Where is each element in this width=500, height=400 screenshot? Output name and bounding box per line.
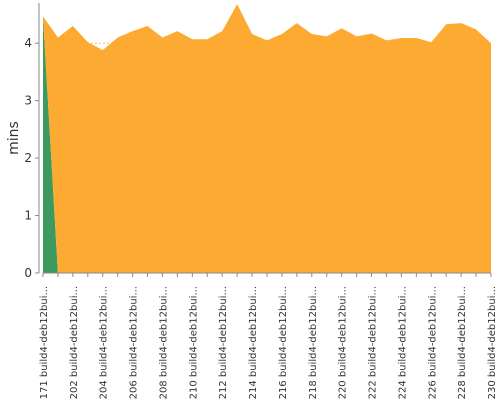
x-tick-label: #218 build4-deb12bui... <box>308 286 319 400</box>
y-tick-label: 2 <box>24 151 32 165</box>
x-tick-label: #208 build4-deb12bui... <box>158 286 169 400</box>
y-tick-label: 4 <box>24 36 32 50</box>
x-tick-label: #226 build4-deb12bui... <box>427 286 438 400</box>
x-tick-label: #214 build4-deb12bui... <box>248 286 259 400</box>
x-tick-label: #210 build4-deb12bui... <box>188 286 199 400</box>
x-tick-label: #212 build4-deb12bui... <box>218 286 229 400</box>
y-tick-label: 3 <box>24 94 32 108</box>
x-tick-label: #224 build4-deb12bui... <box>397 286 408 400</box>
x-tick-label: #222 build4-deb12bui... <box>368 286 379 400</box>
x-tick-label: #230 build4-deb12bui... <box>487 286 498 400</box>
y-axis-label: mins <box>6 121 22 155</box>
y-tick-label: 1 <box>24 209 32 223</box>
x-tick-label: #220 build4-deb12bui... <box>338 286 349 400</box>
x-tick-label: #228 build4-deb12bui... <box>457 286 468 400</box>
x-tick-label: #202 build4-deb12bui... <box>69 286 80 400</box>
y-tick-label: 0 <box>24 266 32 280</box>
x-tick-label: #171 build4-deb12bui... <box>39 286 50 400</box>
x-tick-label: #206 build4-deb12bui... <box>129 286 140 400</box>
x-tick-label: #204 build4-deb12bui... <box>99 286 110 400</box>
x-tick-label: #216 build4-deb12bui... <box>278 286 289 400</box>
area <box>43 4 491 274</box>
